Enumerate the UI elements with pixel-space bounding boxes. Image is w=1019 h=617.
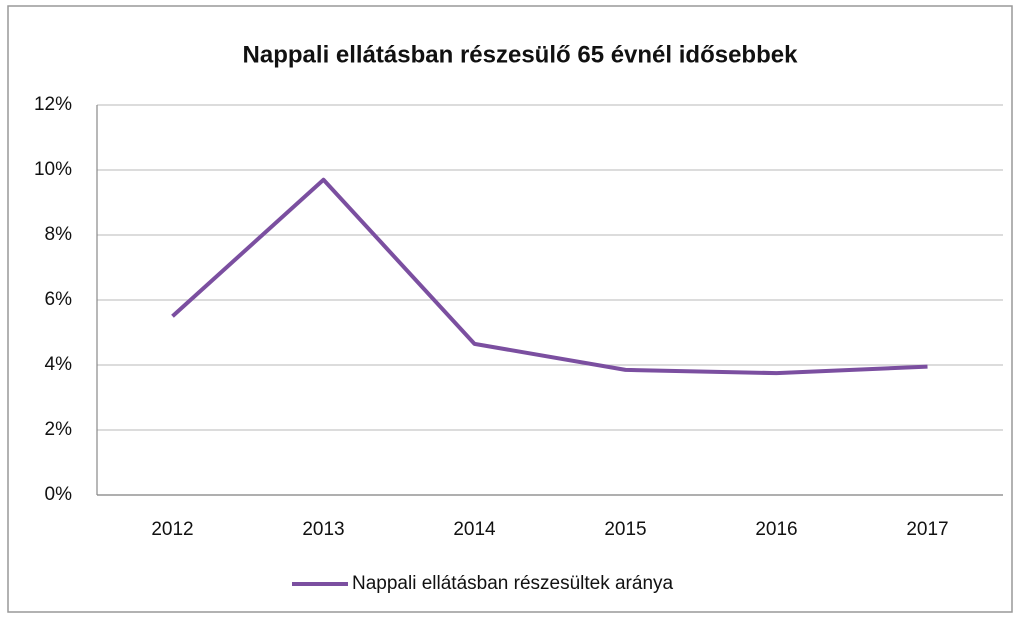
x-tick-label: 2013 [302,519,344,540]
y-tick-label: 0% [45,484,73,505]
x-tick-label: 2017 [906,519,948,540]
y-tick-label: 2% [45,419,73,440]
y-tick-label: 6% [45,289,73,310]
chart-frame [7,5,1013,613]
y-tick-label: 10% [34,159,72,180]
y-tick-label: 8% [45,224,73,245]
y-tick-label: 4% [45,354,73,375]
x-tick-label: 2015 [604,519,646,540]
x-tick-label: 2014 [453,519,496,540]
legend-label: Nappali ellátásban részesültek aránya [352,573,674,594]
chart-title: Nappali ellátásban részesülő 65 évnél id… [243,41,799,68]
y-tick-label: 12% [34,94,72,115]
x-tick-label: 2016 [755,519,797,540]
data-line [171,177,928,376]
x-tick-label: 2012 [151,519,193,540]
